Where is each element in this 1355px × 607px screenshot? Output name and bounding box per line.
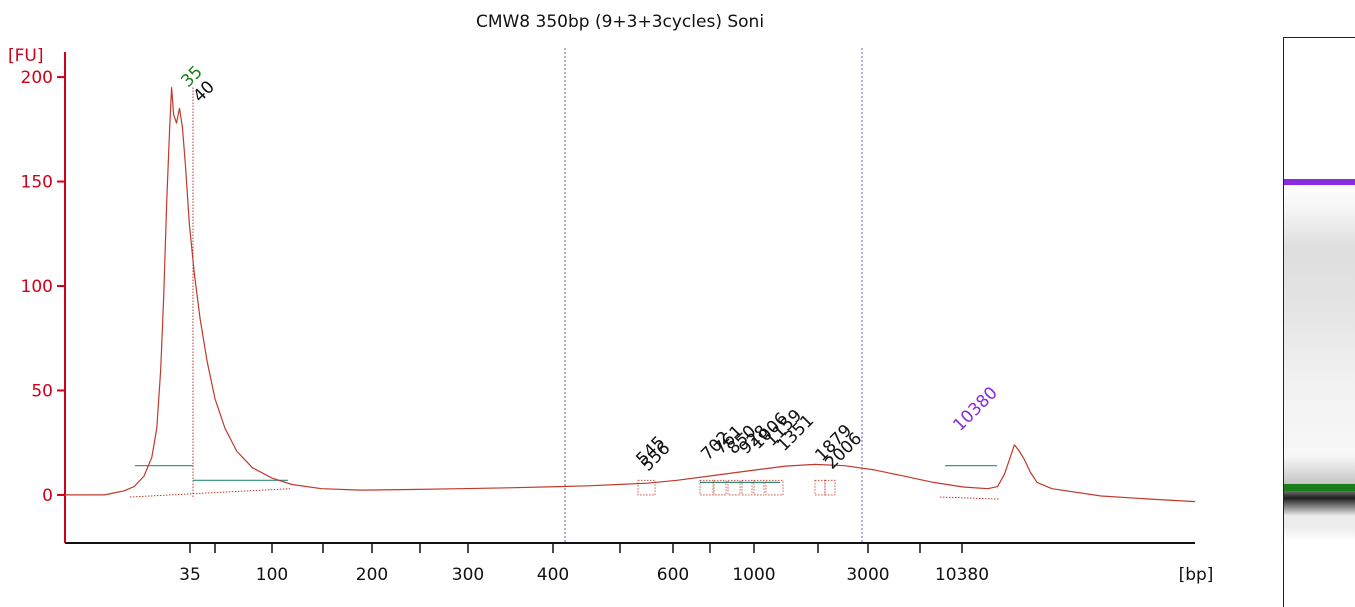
x-tick-label: 1000 bbox=[732, 565, 775, 585]
y-tick-label: 200 bbox=[21, 68, 53, 88]
electropherogram: [FU] 0 50 100 150 200 35 100 200 300 400 600 1000 300… bbox=[8, 46, 1213, 585]
x-tick-label: 200 bbox=[356, 565, 388, 585]
y-tick-label: 150 bbox=[21, 173, 53, 193]
y-tick-label: 50 bbox=[31, 381, 53, 401]
integration-box bbox=[713, 479, 727, 496]
x-tick-label: 600 bbox=[657, 565, 689, 585]
integration-box bbox=[814, 479, 826, 496]
x-axis-label: [bp] bbox=[1179, 565, 1214, 585]
integration-box bbox=[824, 479, 836, 496]
integration-box bbox=[637, 479, 656, 496]
integration-box bbox=[765, 479, 784, 496]
y-tick-label: 100 bbox=[21, 277, 53, 297]
gel-image-panel bbox=[1283, 37, 1355, 607]
upper-marker-band bbox=[1284, 179, 1355, 185]
region-guides bbox=[564, 48, 863, 543]
peak-label: 10380 bbox=[949, 383, 1001, 435]
peak-baselines bbox=[129, 87, 1001, 500]
chart-title: CMW8 350bp (9+3+3cycles) Soni bbox=[475, 12, 765, 32]
y-axis-label: [FU] bbox=[8, 46, 44, 66]
x-tick-label: 35 bbox=[179, 565, 201, 585]
integration-box bbox=[727, 479, 741, 496]
x-tick-label: 10380 bbox=[935, 565, 989, 585]
baseline-dotted bbox=[939, 496, 1001, 500]
baseline-dotted bbox=[129, 488, 291, 498]
x-tick-label: 300 bbox=[452, 565, 484, 585]
x-tick-label: 100 bbox=[256, 565, 288, 585]
trace-line bbox=[65, 86, 1196, 503]
y-tick-label: 0 bbox=[42, 486, 53, 506]
trace-group bbox=[65, 86, 1196, 503]
integration-box bbox=[699, 479, 714, 496]
lower-marker-band bbox=[1284, 484, 1355, 491]
x-tick-label: 3000 bbox=[846, 565, 889, 585]
axes: [FU] 0 50 100 150 200 35 100 200 300 400 600 1000 300… bbox=[8, 46, 1213, 585]
x-tick-label: 400 bbox=[537, 565, 569, 585]
